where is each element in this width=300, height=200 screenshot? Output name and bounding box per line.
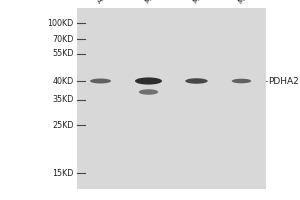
Ellipse shape	[139, 89, 158, 95]
Text: 40KD: 40KD	[52, 76, 74, 86]
Ellipse shape	[185, 78, 208, 84]
Text: Mouse ovary: Mouse ovary	[237, 0, 275, 5]
Text: A-549: A-549	[96, 0, 116, 5]
Text: 15KD: 15KD	[52, 168, 74, 178]
Text: Mouse testis: Mouse testis	[192, 0, 229, 5]
Bar	[76, 8, 266, 189]
Ellipse shape	[90, 79, 111, 83]
Ellipse shape	[232, 79, 251, 83]
Text: 100KD: 100KD	[47, 19, 74, 27]
Ellipse shape	[135, 77, 162, 85]
Text: PDHA2: PDHA2	[268, 76, 299, 86]
Text: 25KD: 25KD	[52, 120, 74, 130]
Text: 70KD: 70KD	[52, 34, 74, 44]
Text: 55KD: 55KD	[52, 49, 74, 58]
Text: Mouse brain: Mouse brain	[144, 0, 180, 5]
Text: 35KD: 35KD	[52, 96, 74, 104]
